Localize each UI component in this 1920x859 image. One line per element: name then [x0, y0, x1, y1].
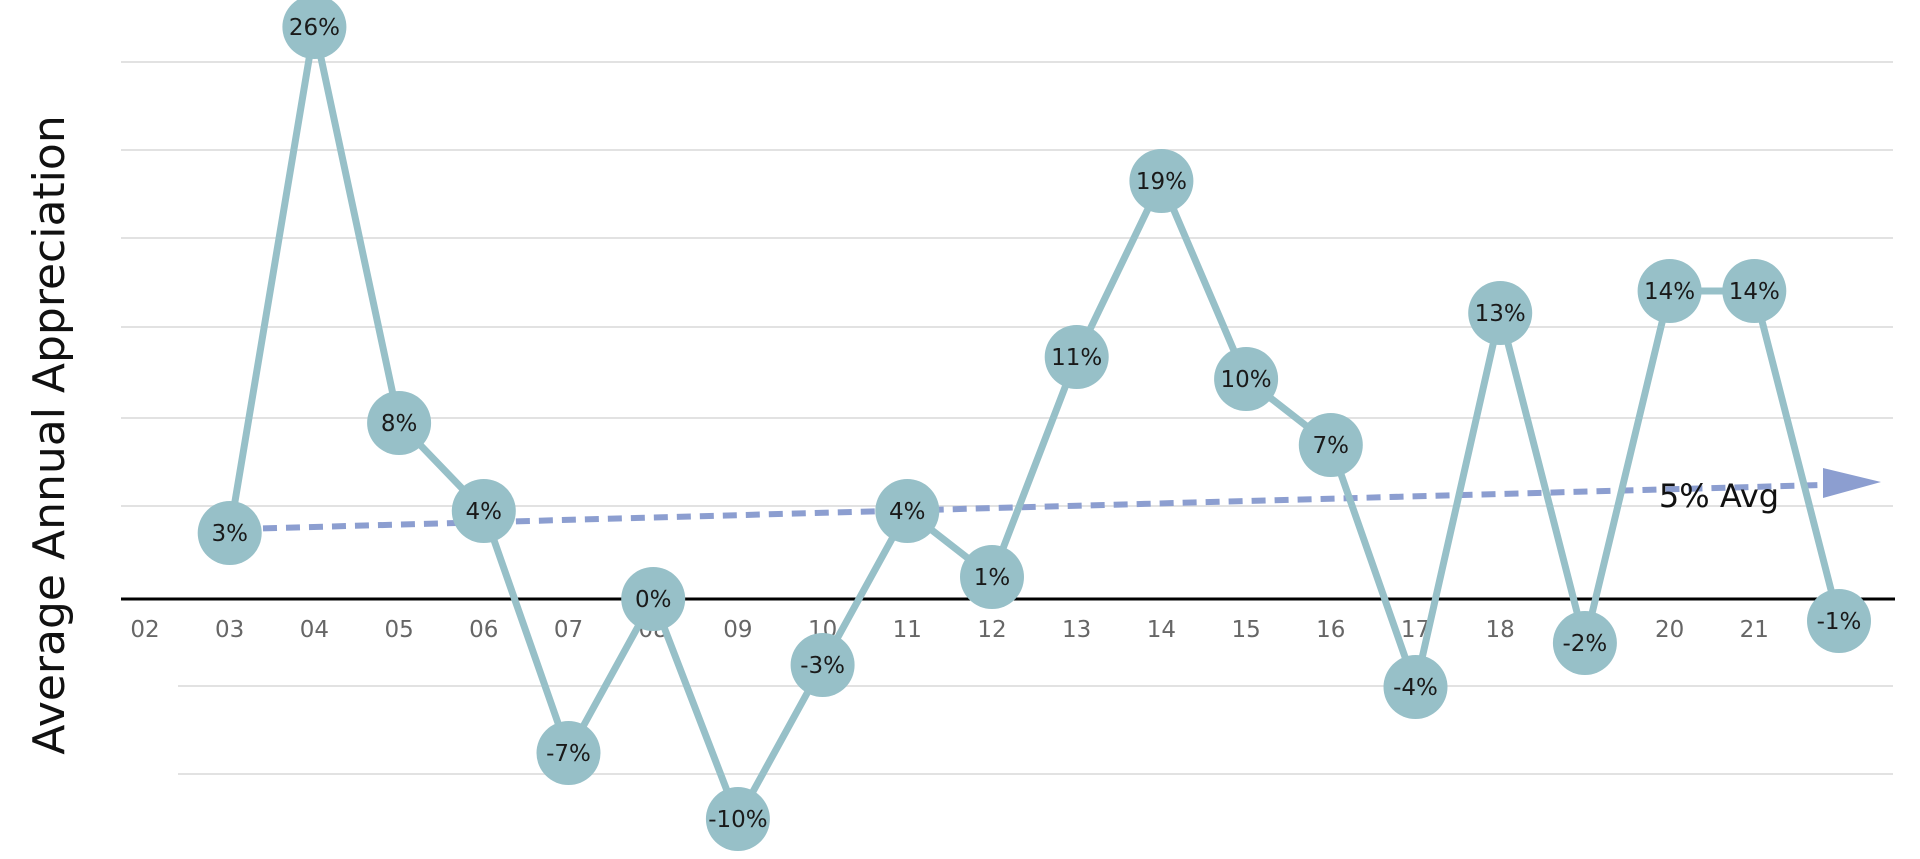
x-tick-label: 07	[554, 617, 583, 643]
data-point	[1383, 655, 1448, 719]
x-tick-label: 21	[1740, 617, 1769, 643]
x-tick-label: 20	[1655, 617, 1684, 643]
data-label: -2%	[1563, 631, 1608, 657]
x-tick-label: 05	[384, 617, 413, 643]
data-label: 14%	[1729, 279, 1780, 305]
x-tick-label: 02	[130, 617, 159, 643]
x-tick-label: 03	[215, 617, 244, 643]
data-point	[367, 391, 432, 455]
data-point	[451, 479, 516, 543]
data-label: 1%	[974, 565, 1011, 591]
data-label: 4%	[889, 499, 926, 525]
x-tick-label: 09	[723, 617, 752, 643]
data-label: -7%	[546, 741, 591, 767]
average-label: 5% Avg	[1659, 477, 1779, 515]
average-arrow-head	[1823, 468, 1881, 498]
data-point	[1468, 281, 1533, 345]
data-label: 10%	[1221, 367, 1272, 393]
data-point	[960, 545, 1024, 609]
data-label: 14%	[1644, 279, 1695, 305]
data-point	[1552, 611, 1617, 675]
data-label: 26%	[289, 15, 340, 41]
data-label: 11%	[1051, 345, 1102, 371]
series-polyline	[226, 23, 1843, 823]
data-point	[790, 633, 855, 697]
data-label: -1%	[1817, 609, 1862, 635]
data-label: 4%	[466, 499, 503, 525]
x-tick-label: 13	[1062, 617, 1091, 643]
data-label: 0%	[635, 587, 672, 613]
x-tick-label: 18	[1486, 617, 1515, 643]
data-label: 19%	[1136, 169, 1187, 195]
x-tick-label: 11	[893, 617, 922, 643]
data-label: 7%	[1313, 433, 1350, 459]
data-point	[1129, 149, 1194, 213]
data-point	[1214, 347, 1279, 411]
x-tick-label: 16	[1316, 617, 1345, 643]
x-tick-label: 06	[469, 617, 498, 643]
data-label: -10%	[708, 807, 767, 833]
data-label: 8%	[381, 411, 418, 437]
data-point	[1044, 325, 1109, 389]
data-point	[197, 501, 262, 565]
data-point	[282, 0, 347, 59]
x-tick-label: 14	[1147, 617, 1176, 643]
data-label: -3%	[800, 653, 845, 679]
data-point	[875, 479, 940, 543]
data-point	[1637, 259, 1702, 323]
x-tick-label: 04	[300, 617, 329, 643]
x-tick-label: 15	[1231, 617, 1260, 643]
data-points: 3% 26% 8% 4% -7% 0% -10% -3% 4% 1% 11% 19% 10% 7% -4% 1…	[197, 0, 1871, 851]
data-label: 13%	[1475, 301, 1526, 327]
data-point	[1722, 259, 1787, 323]
data-point	[1298, 413, 1363, 477]
data-point	[1807, 589, 1871, 653]
data-point	[705, 787, 770, 851]
y-axis-label: Average Annual Appreciation	[24, 115, 75, 754]
series-line	[226, 23, 1843, 823]
data-label: -4%	[1393, 675, 1438, 701]
data-label: 3%	[211, 521, 248, 547]
data-point	[621, 567, 686, 631]
x-tick-label: 12	[977, 617, 1006, 643]
data-point	[536, 721, 601, 785]
